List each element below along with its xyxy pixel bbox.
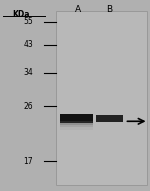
Text: A: A	[75, 5, 81, 14]
Text: 43: 43	[23, 40, 33, 49]
Text: B: B	[106, 5, 112, 14]
Bar	[56, 11, 147, 185]
Text: 34: 34	[23, 68, 33, 77]
Text: KDa: KDa	[12, 10, 30, 19]
Text: 55: 55	[23, 17, 33, 27]
Bar	[60, 125, 93, 129]
Bar	[60, 123, 93, 127]
Text: 17: 17	[23, 157, 33, 166]
Bar	[60, 121, 93, 125]
Bar	[60, 114, 93, 123]
Text: 26: 26	[23, 101, 33, 111]
Bar	[96, 115, 123, 122]
